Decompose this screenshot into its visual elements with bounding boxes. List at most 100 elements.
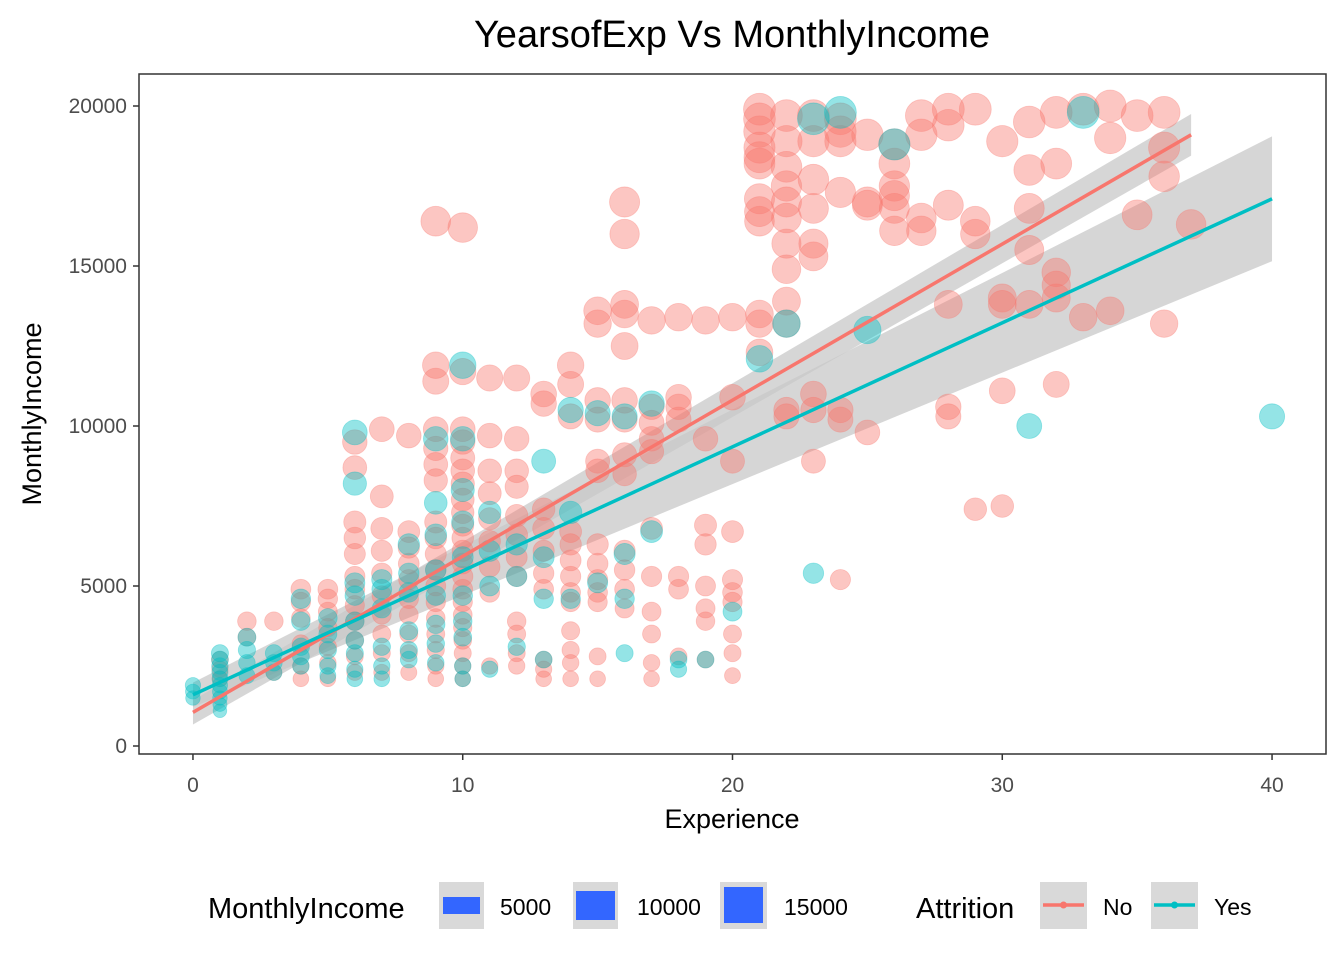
size-legend-label-10000: 10000 <box>637 894 701 920</box>
data-point-no <box>584 406 611 433</box>
data-point-no <box>372 644 391 663</box>
data-point-no <box>935 403 962 430</box>
data-point-no <box>561 640 580 660</box>
data-point-no <box>637 306 666 335</box>
data-point-no <box>824 125 857 158</box>
data-point-no <box>801 448 826 474</box>
data-point-no <box>878 193 910 224</box>
confidence-bands <box>192 114 1273 725</box>
data-point-no <box>772 309 801 338</box>
data-point-yes <box>212 703 228 719</box>
x-tick-label: 40 <box>1260 774 1283 797</box>
data-point-no <box>422 416 449 443</box>
data-point-yes <box>478 500 502 525</box>
data-point-no <box>399 624 419 644</box>
data-point-no <box>345 647 364 666</box>
color-legend-label-yes: Yes <box>1214 894 1252 920</box>
data-point-yes <box>450 478 475 502</box>
data-point-no <box>722 582 743 603</box>
data-point-no <box>878 170 910 202</box>
data-point-no <box>723 644 742 663</box>
data-point-no <box>477 458 502 484</box>
data-point-yes <box>797 102 830 136</box>
data-point-no <box>343 510 367 534</box>
data-point-no <box>583 309 612 338</box>
data-point-no <box>720 448 745 474</box>
data-point-yes <box>342 471 367 496</box>
data-point-no <box>504 474 529 499</box>
data-point-no <box>990 494 1015 518</box>
data-point-no <box>1042 370 1070 398</box>
data-point-no <box>346 663 364 681</box>
data-point-no <box>614 598 635 619</box>
data-point-no <box>584 387 611 414</box>
data-point-no <box>369 484 394 509</box>
data-point-yes <box>638 390 665 417</box>
data-point-no <box>450 487 475 512</box>
data-point-no <box>557 403 584 430</box>
data-point-no <box>397 520 421 543</box>
data-point-no <box>1147 96 1181 129</box>
data-point-yes <box>531 448 557 474</box>
data-point-yes <box>291 611 311 631</box>
data-point-no <box>667 565 690 587</box>
data-point-yes <box>399 650 418 669</box>
y-tick-label: 15000 <box>69 255 127 278</box>
data-point-no <box>292 670 310 688</box>
data-point-no <box>560 565 582 587</box>
y-tick-label: 5000 <box>80 575 127 598</box>
data-point-no <box>987 283 1017 313</box>
data-point-no <box>722 591 743 613</box>
data-points <box>184 89 1286 719</box>
data-point-no <box>1013 193 1045 224</box>
data-point-no <box>424 510 448 534</box>
data-point-yes <box>399 640 418 660</box>
data-point-no <box>587 582 608 603</box>
data-point-no <box>611 387 638 414</box>
data-point-no <box>450 458 475 484</box>
data-point-no <box>562 670 579 688</box>
data-point-no <box>1148 160 1180 193</box>
data-point-no <box>427 670 445 688</box>
data-point-no <box>264 611 284 631</box>
data-point-no <box>291 608 311 628</box>
data-point-no <box>935 393 962 420</box>
data-point-no <box>506 565 528 587</box>
data-point-yes <box>772 309 801 338</box>
data-point-no <box>449 416 476 443</box>
data-point-yes <box>345 631 365 650</box>
data-point-no <box>958 92 992 126</box>
data-point-no <box>986 125 1019 158</box>
size-legend-label-15000: 15000 <box>784 894 848 920</box>
data-point-no <box>451 513 475 537</box>
data-point-yes <box>452 585 473 606</box>
data-point-no <box>317 578 339 600</box>
data-point-no <box>585 448 611 474</box>
data-point-no <box>454 657 472 675</box>
data-point-no <box>744 196 775 227</box>
size-legend-swatch-5000 <box>443 897 480 914</box>
data-point-no <box>587 591 608 613</box>
data-point-no <box>370 539 393 562</box>
data-point-no <box>560 591 581 613</box>
data-point-no <box>371 562 393 584</box>
data-point-no <box>906 202 937 234</box>
data-point-no <box>561 654 580 672</box>
data-point-no <box>426 624 446 644</box>
data-point-no <box>851 118 884 151</box>
y-axis: 0 5000 10000 15000 20000 <box>69 95 139 758</box>
size-legend-title: MonthlyIncome <box>208 893 405 925</box>
data-point-yes <box>453 611 473 631</box>
data-point-no <box>854 419 881 446</box>
data-point-no <box>345 631 365 650</box>
data-point-no <box>988 377 1016 405</box>
data-point-yes <box>534 650 553 669</box>
data-point-no <box>1039 96 1073 129</box>
data-point-no <box>797 125 830 158</box>
data-point-no <box>931 92 965 126</box>
data-point-no <box>449 358 477 386</box>
data-point-no <box>664 302 693 332</box>
data-point-no <box>450 429 476 455</box>
data-point-no <box>507 624 527 644</box>
data-point-yes <box>506 565 528 587</box>
